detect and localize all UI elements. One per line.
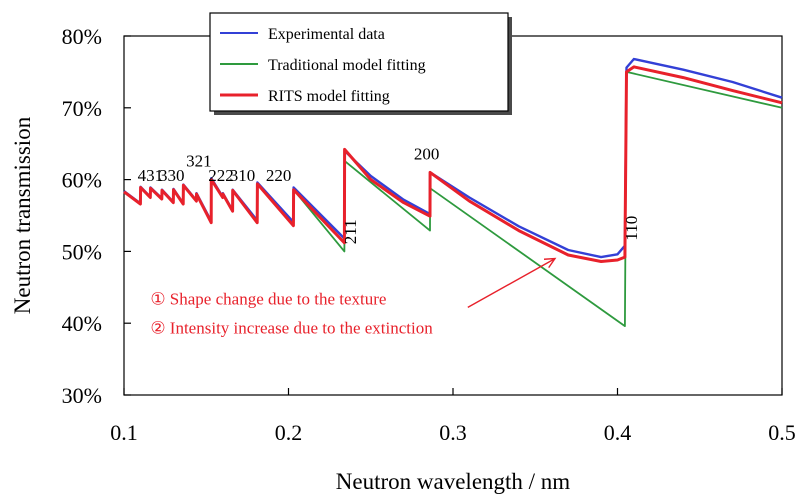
y-axis-title: Neutron transmission [10, 116, 35, 314]
y-tick-label: 30% [62, 383, 102, 408]
legend-box [209, 12, 509, 112]
y-tick-label: 60% [62, 168, 102, 193]
series-line-2 [123, 65, 783, 263]
y-tick-label: 50% [62, 239, 102, 264]
annotation-text: ① Shape change due to the texture [150, 290, 386, 309]
peak-label: 211 [341, 219, 360, 244]
arrow-head [543, 257, 557, 268]
x-tick-label: 0.2 [275, 420, 303, 445]
legend-label: Experimental data [268, 26, 385, 43]
series-layer [123, 57, 783, 327]
legend-label: Traditional model fitting [268, 57, 426, 74]
y-tick-label: 70% [62, 96, 102, 121]
legend: Experimental data Traditional model fitti… [209, 12, 512, 115]
peak-label: 330 [159, 166, 185, 185]
annotation-arrow [467, 257, 556, 309]
peak-label: 110 [622, 216, 641, 241]
peak-label: 200 [414, 144, 440, 163]
annotation-text: ② Intensity increase due to the extincti… [150, 318, 433, 337]
peak-label: 220 [266, 166, 292, 185]
axis-ticks: 0.1 0.2 0.3 0.4 0.5 30% 40% 50% 60% 70% 80% [62, 24, 796, 445]
x-tick-label: 0.1 [110, 420, 138, 445]
y-tick-label: 80% [62, 24, 102, 49]
peak-label: 222 [208, 166, 234, 185]
peak-label: 321 [186, 152, 212, 171]
x-tick-label: 0.4 [604, 420, 632, 445]
y-tick-label: 40% [62, 311, 102, 336]
peak-label: 310 [230, 166, 256, 185]
peak-label: 431 [138, 166, 164, 185]
x-tick-label: 0.5 [768, 420, 796, 445]
annotations: ① Shape change due to the texture ② Inten… [150, 257, 557, 337]
x-tick-label: 0.3 [439, 420, 467, 445]
x-axis-title: Neutron wavelength / nm [336, 469, 571, 494]
legend-label: RITS model fitting [268, 88, 390, 105]
